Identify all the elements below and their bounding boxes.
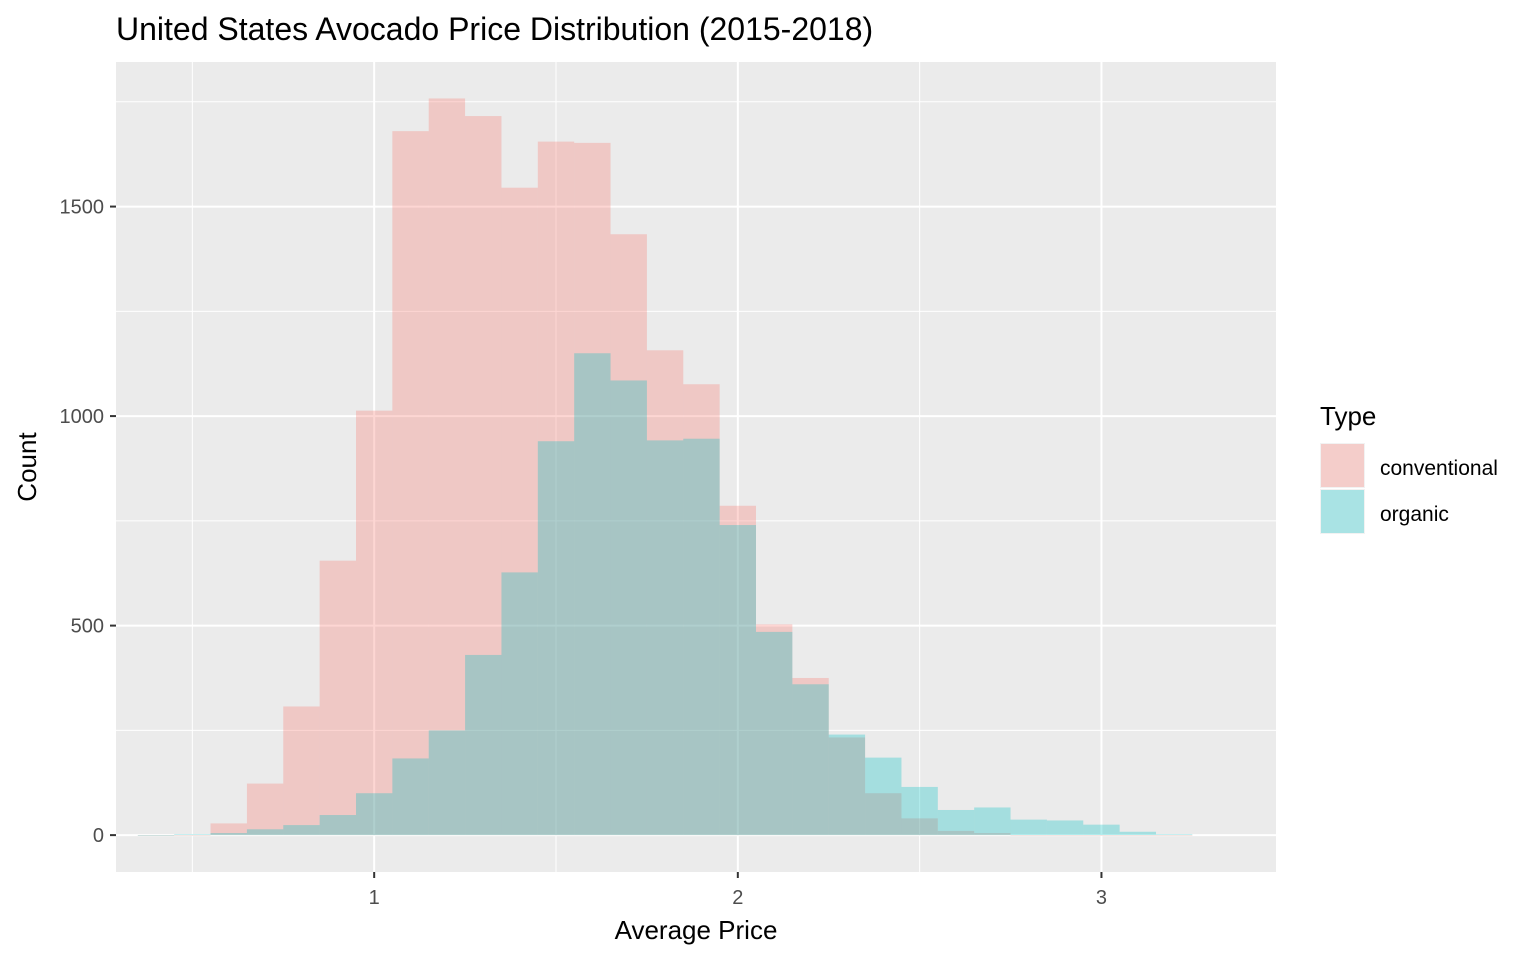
histogram-bar-organic: [828, 734, 866, 836]
x-tick-label: 2: [732, 887, 743, 909]
legend-swatch-conventional: [1321, 444, 1364, 487]
histogram-bar-conventional: [1010, 835, 1047, 836]
histogram-bar-conventional: [428, 98, 466, 836]
histogram-bar-organic: [428, 730, 466, 836]
histogram-bar-organic: [974, 807, 1011, 836]
histogram-bar-organic: [392, 758, 429, 836]
histogram-bar-conventional: [537, 141, 575, 836]
histogram-bar-conventional: [174, 835, 211, 836]
histogram-bar-organic: [246, 829, 284, 836]
x-tick-label: 3: [1096, 887, 1107, 909]
y-tick-label: 1000: [60, 406, 105, 428]
histogram-bar-conventional: [1046, 835, 1084, 836]
histogram-bar-conventional: [356, 410, 393, 836]
histogram-bar-conventional: [210, 823, 247, 836]
conventional-bars: [137, 98, 1193, 836]
histogram-bar-organic: [719, 525, 756, 836]
histogram-bar-conventional: [137, 835, 175, 836]
histogram-bar-organic: [137, 835, 175, 836]
histogram-bar-organic: [356, 793, 393, 836]
x-axis: 1 2 3: [369, 872, 1107, 909]
histogram-bar-organic: [646, 440, 684, 836]
histogram-bar-organic: [1046, 820, 1084, 836]
histogram-bar-organic: [792, 684, 829, 836]
histogram-bar-conventional: [937, 830, 975, 836]
histogram-bar-conventional: [901, 818, 938, 836]
legend-swatch-organic: [1321, 490, 1364, 533]
organic-bars: [137, 353, 1193, 836]
minor-gridlines: [116, 62, 1276, 872]
histogram-bar-organic: [319, 815, 356, 836]
histogram-bar-organic: [901, 786, 938, 836]
histogram-bar-organic: [1083, 824, 1120, 836]
histogram-bar-organic: [1156, 834, 1193, 836]
histogram-bar-conventional: [1156, 835, 1193, 836]
histogram-bar-organic: [174, 834, 211, 836]
histogram-bar-conventional: [465, 116, 502, 836]
histogram-bar-conventional: [246, 783, 284, 836]
legend-label-organic: organic: [1380, 503, 1449, 526]
x-axis-title: Average Price: [615, 915, 778, 945]
legend-key-bg-conventional: [1320, 443, 1365, 488]
y-axis-title: Count: [12, 432, 42, 502]
major-gridlines: [116, 62, 1276, 872]
histogram-bar-conventional: [1119, 835, 1156, 836]
histogram-bar-organic: [210, 833, 247, 836]
legend-title: Type: [1320, 401, 1376, 431]
histogram-bar-conventional: [792, 677, 829, 836]
histogram-bar-conventional: [1083, 835, 1120, 836]
chart-title: United States Avocado Price Distribution…: [116, 11, 873, 47]
histogram-bar-organic: [1010, 819, 1047, 836]
x-tick-label: 1: [369, 887, 380, 909]
histogram-bar-conventional: [283, 706, 320, 836]
histogram-bar-conventional: [865, 793, 902, 836]
histogram-bar-conventional: [501, 187, 538, 836]
histogram-bar-conventional: [392, 131, 429, 836]
histogram-bar-conventional: [610, 234, 647, 836]
legend: Type conventional organic: [1320, 401, 1498, 534]
histogram-bar-conventional: [683, 384, 720, 836]
legend-key-bg-organic: [1320, 489, 1365, 534]
histogram-bar-conventional: [646, 350, 684, 836]
histogram-bar-conventional: [719, 505, 756, 836]
histogram-bar-organic: [683, 438, 720, 836]
histogram-bar-conventional: [828, 737, 866, 836]
histogram-bar-organic: [465, 654, 502, 836]
histogram-bar-conventional: [756, 624, 793, 836]
panel-background: [116, 62, 1276, 872]
histogram-bar-organic: [501, 572, 538, 836]
histogram-bar-organic: [1119, 831, 1156, 836]
histogram-bar-organic: [610, 380, 647, 836]
y-tick-label: 1500: [60, 197, 105, 219]
histogram-bar-conventional: [319, 560, 356, 836]
histogram-bar-organic: [756, 631, 793, 836]
y-tick-label: 500: [71, 616, 104, 638]
histogram-bar-organic: [937, 809, 975, 836]
histogram-bar-organic: [537, 441, 575, 836]
y-tick-label: 0: [93, 825, 104, 847]
histogram-bar-organic: [283, 825, 320, 836]
histogram-bar-organic: [865, 757, 902, 836]
legend-label-conventional: conventional: [1380, 457, 1498, 480]
y-axis: 0 500 1000 1500: [60, 197, 116, 847]
histogram-bar-conventional: [974, 833, 1011, 836]
histogram-bar-organic: [574, 353, 611, 836]
histogram-bar-conventional: [574, 142, 611, 836]
